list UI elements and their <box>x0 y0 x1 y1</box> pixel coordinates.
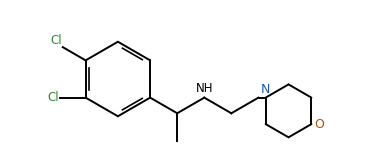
Text: Cl: Cl <box>47 91 59 104</box>
Text: O: O <box>314 118 324 131</box>
Text: N: N <box>260 83 270 96</box>
Text: Cl: Cl <box>50 34 61 47</box>
Text: NH: NH <box>195 82 213 95</box>
